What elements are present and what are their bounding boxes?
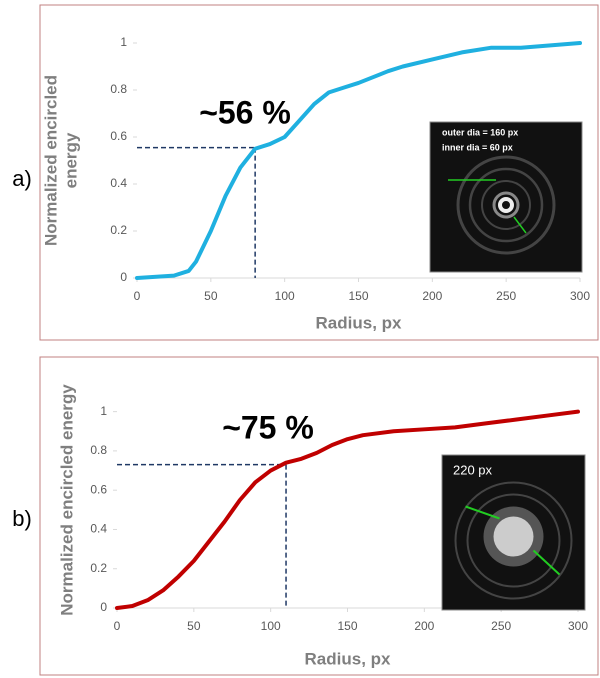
x-tick-label: 200: [414, 619, 434, 633]
figure: a)00.20.40.60.81050100150200250300Radius…: [0, 0, 600, 678]
x-tick-label: 200: [422, 289, 442, 303]
annotation: ~56 %: [199, 94, 291, 130]
x-tick-label: 300: [568, 619, 588, 633]
y-tick-label: 1: [120, 35, 127, 49]
x-tick-label: 100: [261, 619, 281, 633]
y-tick-label: 0: [100, 600, 107, 614]
panel-label: b): [12, 506, 32, 531]
x-axis-title: Radius, px: [316, 313, 403, 332]
inset-label: 220 px: [453, 462, 493, 477]
y-tick-label: 0.4: [90, 522, 107, 536]
y-tick-label: 0.8: [110, 82, 127, 96]
x-tick-label: 0: [114, 619, 121, 633]
inset-ring: [494, 517, 534, 557]
x-tick-label: 250: [496, 289, 516, 303]
x-tick-label: 150: [337, 619, 357, 633]
y-tick-label: 0.8: [90, 443, 107, 457]
y-tick-label: 0.6: [90, 482, 107, 496]
y-tick-label: 0: [120, 270, 127, 284]
y-tick-label: 0.6: [110, 129, 127, 143]
y-axis-title: Normalized encircled: [41, 75, 60, 246]
y-tick-label: 1: [100, 404, 107, 418]
y-tick-label: 0.2: [110, 223, 127, 237]
x-tick-label: 50: [187, 619, 201, 633]
y-axis-title: Normalized encircled energy: [57, 384, 76, 616]
y-axis-title: energy: [61, 132, 80, 188]
y-tick-label: 0.2: [90, 561, 107, 575]
x-tick-label: 100: [275, 289, 295, 303]
panel-label: a): [12, 166, 32, 191]
x-tick-label: 250: [491, 619, 511, 633]
x-tick-label: 50: [204, 289, 218, 303]
x-tick-label: 300: [570, 289, 590, 303]
inset-label: outer dia = 160 px: [442, 127, 518, 137]
x-tick-label: 0: [134, 289, 141, 303]
annotation: ~75 %: [222, 409, 314, 445]
x-tick-label: 150: [348, 289, 368, 303]
x-axis-title: Radius, px: [305, 649, 392, 668]
y-tick-label: 0.4: [110, 176, 127, 190]
inset-label: inner dia = 60 px: [442, 142, 513, 152]
